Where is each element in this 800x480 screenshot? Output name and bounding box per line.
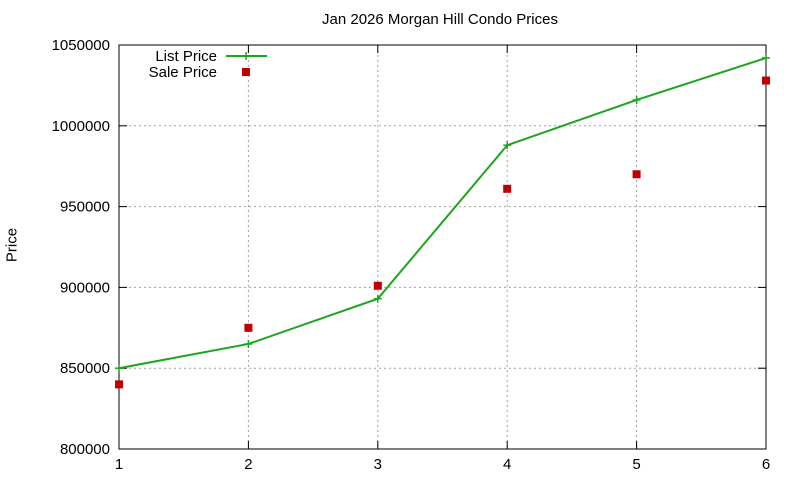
y-tick-label: 800000 (60, 441, 110, 458)
legend-entry: Sale Price (149, 64, 250, 81)
series-sale-price (115, 76, 770, 389)
data-point (503, 184, 512, 193)
y-tick-label: 900000 (60, 279, 110, 296)
y-axis-ticks: 800000 850000 900000 950000 1000000 1050000 (52, 37, 766, 458)
data-point (115, 364, 123, 373)
x-tick-label: 3 (374, 456, 382, 473)
y-tick-label: 850000 (60, 360, 110, 377)
grid-lines (119, 45, 766, 449)
x-tick-label: 5 (632, 456, 640, 473)
y-tick-label: 950000 (60, 199, 110, 216)
y-tick-label: 1050000 (52, 37, 110, 54)
data-point (632, 95, 641, 104)
data-point (373, 281, 382, 290)
x-axis-ticks: 1 2 3 4 5 6 (115, 45, 770, 473)
chart-title: Jan 2026 Morgan Hill Condo Prices (322, 11, 558, 28)
series-line (118, 56, 767, 370)
data-point (244, 339, 253, 348)
y-tick-label: 1000000 (52, 118, 110, 135)
legend-entry: List Price (155, 48, 267, 65)
x-tick-label: 6 (762, 456, 770, 473)
legend-label: List Price (155, 48, 217, 65)
data-point (632, 170, 641, 179)
data-point (244, 323, 253, 332)
data-point (762, 53, 770, 62)
legend-label: Sale Price (149, 64, 217, 81)
data-point (373, 294, 382, 303)
data-point (115, 380, 123, 389)
x-tick-label: 1 (115, 456, 123, 473)
data-point (503, 141, 512, 150)
x-tick-label: 2 (244, 456, 252, 473)
series-layer (115, 53, 770, 389)
series-list-price (115, 53, 770, 373)
plot-frame (118, 44, 767, 450)
x-tick-label: 4 (503, 456, 511, 473)
legend-swatch-square (242, 68, 250, 76)
data-point (762, 76, 770, 85)
